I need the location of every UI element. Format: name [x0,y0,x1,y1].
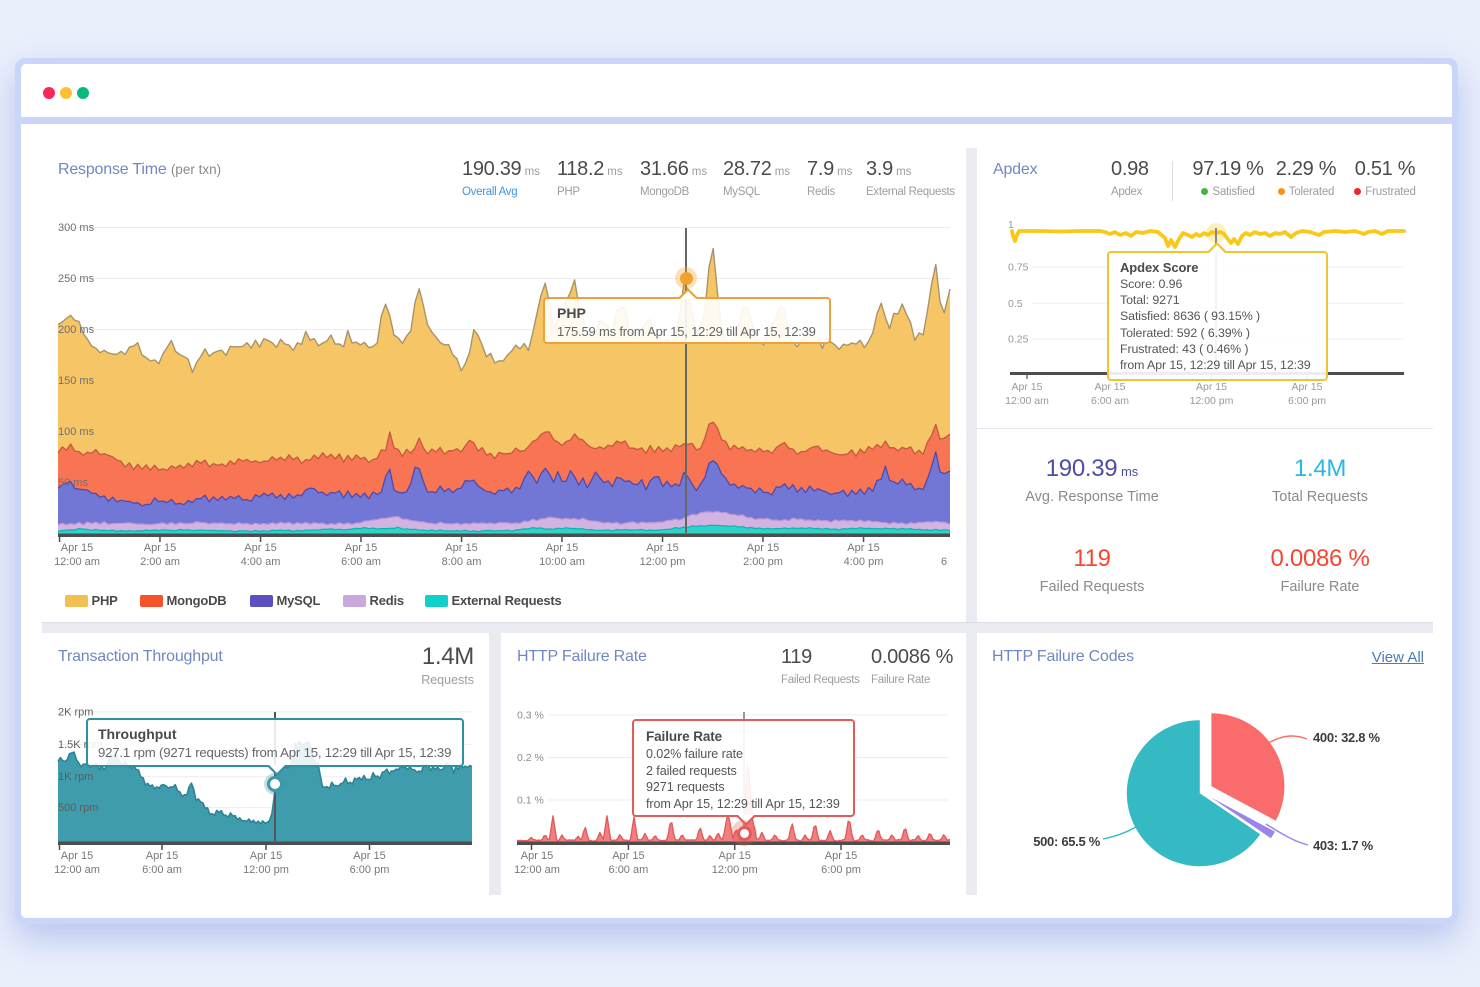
svg-text:Apr 15: Apr 15 [646,542,678,554]
svg-text:Apr 15: Apr 15 [61,542,93,554]
svg-text:Apr 15: Apr 15 [521,850,553,862]
svg-text:6:00 pm: 6:00 pm [350,864,390,876]
svg-text:500: 65.5 %: 500: 65.5 % [1033,834,1101,849]
svg-text:403: 1.7 %: 403: 1.7 % [1313,838,1374,853]
svg-text:0.2 %: 0.2 % [517,752,544,764]
svg-text:12:00 am: 12:00 am [514,864,560,876]
svg-text:0.75: 0.75 [1008,262,1029,274]
svg-text:6: 6 [941,556,947,568]
svg-text:1: 1 [1008,219,1014,231]
svg-text:Apr 15: Apr 15 [1196,381,1227,393]
svg-text:Apr 15: Apr 15 [1292,381,1323,393]
svg-text:2:00 am: 2:00 am [140,556,180,568]
svg-text:12:00 am: 12:00 am [54,556,100,568]
svg-text:Apr 15: Apr 15 [546,542,578,554]
svg-text:0.5: 0.5 [1008,298,1023,310]
svg-text:6:00 pm: 6:00 pm [1288,395,1326,407]
svg-text:Apr 15: Apr 15 [847,542,879,554]
svg-text:2:00 pm: 2:00 pm [743,556,783,568]
svg-text:6:00 am: 6:00 am [609,864,649,876]
svg-text:10:00 am: 10:00 am [539,556,585,568]
svg-text:Apr 15: Apr 15 [718,850,750,862]
svg-text:Apr 15: Apr 15 [144,542,176,554]
svg-text:Apr 15: Apr 15 [61,850,93,862]
svg-text:Apr 15: Apr 15 [353,850,385,862]
svg-text:Apr 15: Apr 15 [1012,381,1043,393]
svg-text:Apr 15: Apr 15 [146,850,178,862]
svg-text:Apr 15: Apr 15 [612,850,644,862]
svg-text:250 ms: 250 ms [58,273,95,285]
svg-text:50 ms: 50 ms [58,477,88,489]
svg-text:0.25: 0.25 [1008,334,1029,346]
svg-text:6:00 am: 6:00 am [142,864,182,876]
svg-text:150 ms: 150 ms [58,375,95,387]
svg-text:12:00 am: 12:00 am [1005,395,1049,407]
svg-text:0.3 %: 0.3 % [517,710,544,722]
svg-text:Apr 15: Apr 15 [445,542,477,554]
svg-text:Apr 15: Apr 15 [244,542,276,554]
svg-text:Apr 15: Apr 15 [250,850,282,862]
svg-text:12:00 pm: 12:00 pm [712,864,758,876]
svg-text:12:00 pm: 12:00 pm [640,556,686,568]
svg-text:Apr 15: Apr 15 [345,542,377,554]
svg-text:Apr 15: Apr 15 [1095,381,1126,393]
svg-text:6:00 am: 6:00 am [1091,395,1129,407]
svg-text:12:00 am: 12:00 am [54,864,100,876]
svg-text:4:00 am: 4:00 am [241,556,281,568]
svg-text:400: 32.8 %: 400: 32.8 % [1313,730,1381,745]
svg-text:Apr 15: Apr 15 [825,850,857,862]
svg-text:0.1 %: 0.1 % [517,795,544,807]
svg-text:12:00 pm: 12:00 pm [243,864,289,876]
svg-text:8:00 am: 8:00 am [442,556,482,568]
svg-text:6:00 pm: 6:00 pm [821,864,861,876]
svg-text:1K rpm: 1K rpm [58,771,93,783]
svg-text:100 ms: 100 ms [58,426,95,438]
svg-text:4:00 pm: 4:00 pm [844,556,884,568]
svg-text:300 ms: 300 ms [58,222,95,234]
svg-text:2K rpm: 2K rpm [58,706,93,718]
svg-text:Apr 15: Apr 15 [747,542,779,554]
svg-text:6:00 am: 6:00 am [341,556,381,568]
svg-text:500 rpm: 500 rpm [58,802,98,814]
svg-text:200 ms: 200 ms [58,324,95,336]
svg-text:12:00 pm: 12:00 pm [1190,395,1234,407]
